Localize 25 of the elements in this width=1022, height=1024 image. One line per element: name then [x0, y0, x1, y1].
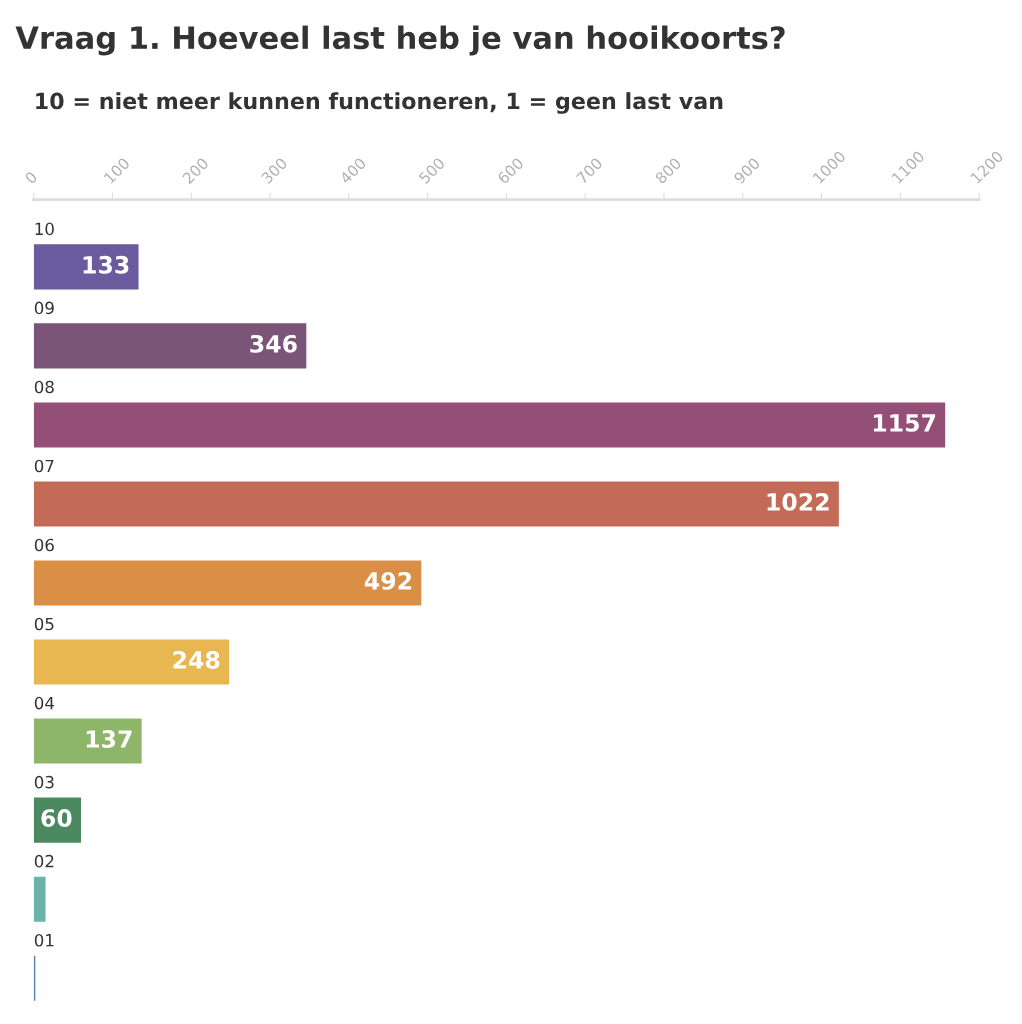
- y-tick-label: 06: [34, 538, 54, 552]
- y-tick-label: 01: [34, 933, 54, 947]
- y-tick-label: 10: [35, 222, 54, 236]
- chart-title: Vraag 1. Hoeveel last heb je van hooikoorts?: [15, 25, 785, 56]
- data-label: 492: [364, 572, 412, 590]
- data-label: 346: [250, 334, 297, 353]
- data-label: 137: [86, 730, 132, 748]
- data-label: 1022: [767, 492, 829, 511]
- data-label: 248: [173, 651, 220, 669]
- x-tick-label: 700: [575, 157, 603, 185]
- chart-subtitle: 10 = niet meer kunnen functioneren, 1 = geen last van: [36, 92, 723, 114]
- y-tick-label: 04: [34, 696, 54, 710]
- y-tick-label: 07: [34, 459, 54, 473]
- x-tick-label: 0: [24, 170, 38, 185]
- data-label: 1157: [873, 414, 936, 432]
- data-label: 133: [83, 255, 129, 274]
- x-tick-label: 400: [339, 157, 367, 185]
- y-tick-label: 09: [34, 301, 54, 315]
- x-tick-label: 600: [496, 157, 525, 185]
- y-tick-label: 08: [34, 380, 54, 394]
- y-tick-label: 02: [34, 854, 54, 868]
- y-tick-label: 03: [34, 775, 54, 789]
- x-tick-label: 800: [654, 157, 682, 185]
- data-label: 60: [41, 809, 72, 827]
- y-tick-label: 05: [34, 617, 54, 631]
